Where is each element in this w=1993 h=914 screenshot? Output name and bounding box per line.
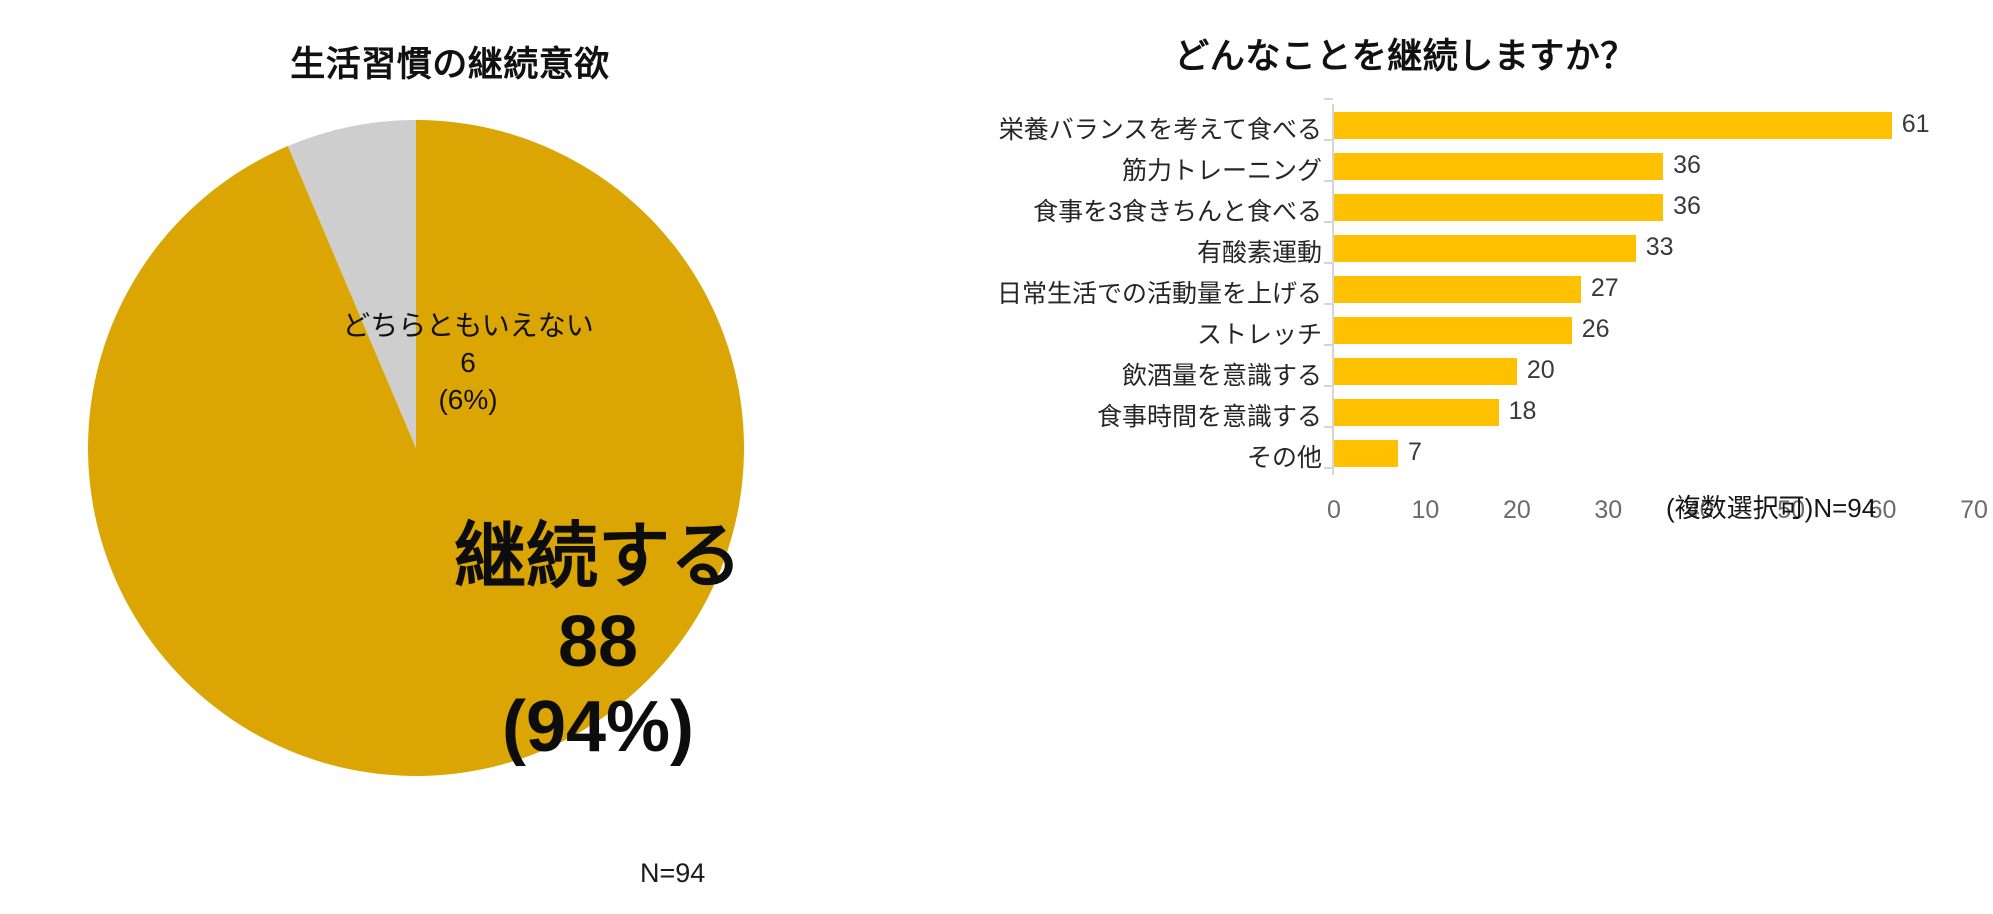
bar-axis-tick [1324,180,1333,182]
pie-label-neutral: どちらともいえない 6 (6%) [342,310,594,415]
pie-chart-title: 生活習慣の継続意欲 [290,45,610,84]
pie-sample-size-note: N=94 [640,858,706,888]
pie-label-continue: 継続する 88 (94%) [453,517,742,767]
bar-value-label: 18 [1508,397,1537,425]
bar-axis-tick [1324,221,1333,223]
bar-value-label: 61 [1901,110,1930,138]
bar-category-label: 有酸素運動 [1196,239,1322,267]
x-axis-tick-label: 40 [1685,496,1714,524]
bar-row[interactable]: 36 [1334,188,1974,228]
bar-value-label: 26 [1581,315,1610,343]
bar[interactable] [1334,276,1581,303]
pie-slice-neutral[interactable] [287,120,416,448]
bar-axis-tick [1324,426,1333,428]
bar-category-label: 筋力トレーニング [1121,157,1322,185]
bar-category-label: 栄養バランスを考えて食べる [998,116,1322,144]
bar-value-label: 36 [1673,192,1701,220]
bar-row[interactable]: 33 [1334,229,1974,269]
bar[interactable] [1334,440,1398,467]
bar[interactable] [1334,194,1664,221]
bar[interactable] [1334,317,1572,344]
bar-category-label: 食事時間を意識する [1096,403,1322,431]
x-axis-tick-label: 50 [1777,496,1806,524]
bar-chart-plot-area: 栄養バランスを考えて食べる筋力トレーニング食事を3食きちんと食べる有酸素運動日常… [900,98,1993,620]
bar-value-label: 20 [1526,356,1555,384]
x-axis-tick-label: 0 [1327,496,1341,524]
x-axis-tick-label: 20 [1502,496,1531,524]
bar-category-axis: 栄養バランスを考えて食べる筋力トレーニング食事を3食きちんと食べる有酸素運動日常… [900,100,1322,500]
bar-category-label: その他 [1246,444,1322,472]
bar-axis-tick [1324,344,1333,346]
bar-category-label: 飲酒量を意識する [1121,362,1322,390]
bar-chart-panel: どんなことを継続しますか？ 栄養バランスを考えて食べる筋力トレーニング食事を3食… [900,0,1993,914]
bar-value-label: 27 [1590,274,1619,302]
x-axis-tick-label: 70 [1960,496,1988,524]
x-axis-tick-label: 30 [1594,496,1623,524]
bar-row[interactable]: 20 [1334,352,1974,392]
bar-chart-title: どんなことを継続しますか？ [1174,37,1636,76]
bar[interactable] [1334,112,1892,139]
bar-x-axis-ticks: 0 10 20 30 40 50 60 70 [1327,482,1988,528]
bar-chart-note: (複数選択可)N=94 [1666,493,1877,523]
bar[interactable] [1334,358,1517,385]
bar-category-label: 食事を3食きちんと食べる [1033,198,1322,226]
bar[interactable] [1334,399,1499,426]
bar-value-label: 7 [1408,438,1422,466]
bar-row[interactable]: 7 [1334,434,1974,474]
bar-value-label: 33 [1645,233,1674,261]
bar-row[interactable]: 61 [1334,106,1974,146]
bar-axis-tick [1324,303,1333,305]
bar-axis-tick [1324,139,1333,141]
bar-category-label: 日常生活での活動量を上げる [996,280,1322,308]
x-axis-tick-label: 10 [1411,496,1440,524]
bar-axis-tick [1324,98,1333,100]
bar-category-label: ストレッチ [1196,321,1322,349]
bar-axis-tick [1324,467,1333,469]
bar-row[interactable]: 18 [1334,393,1974,433]
pie-slice-continue[interactable] [88,120,744,776]
bar-axis-tick [1324,262,1333,264]
bar[interactable] [1334,153,1664,180]
bar-series-area: 61 36 36 33 27 26 20 18 7 [1334,100,1974,500]
x-axis-tick-label: 60 [1868,496,1897,524]
bar-axis-tick [1324,385,1333,387]
pie-svg [88,120,744,776]
bar-value-axis-line [1332,104,1334,475]
bar-row[interactable]: 26 [1334,311,1974,351]
bar[interactable] [1334,235,1636,262]
bar-row[interactable]: 27 [1334,270,1974,310]
bar-value-label: 36 [1673,151,1701,179]
bar-row[interactable]: 36 [1334,147,1974,187]
pie-chart-panel: 生活習慣の継続意欲 どちらともいえない 6 (6%) 継続する 88 (94%)… [0,0,900,914]
pie-chart-graphic: どちらともいえない 6 (6%) 継続する 88 (94%) [88,120,744,776]
